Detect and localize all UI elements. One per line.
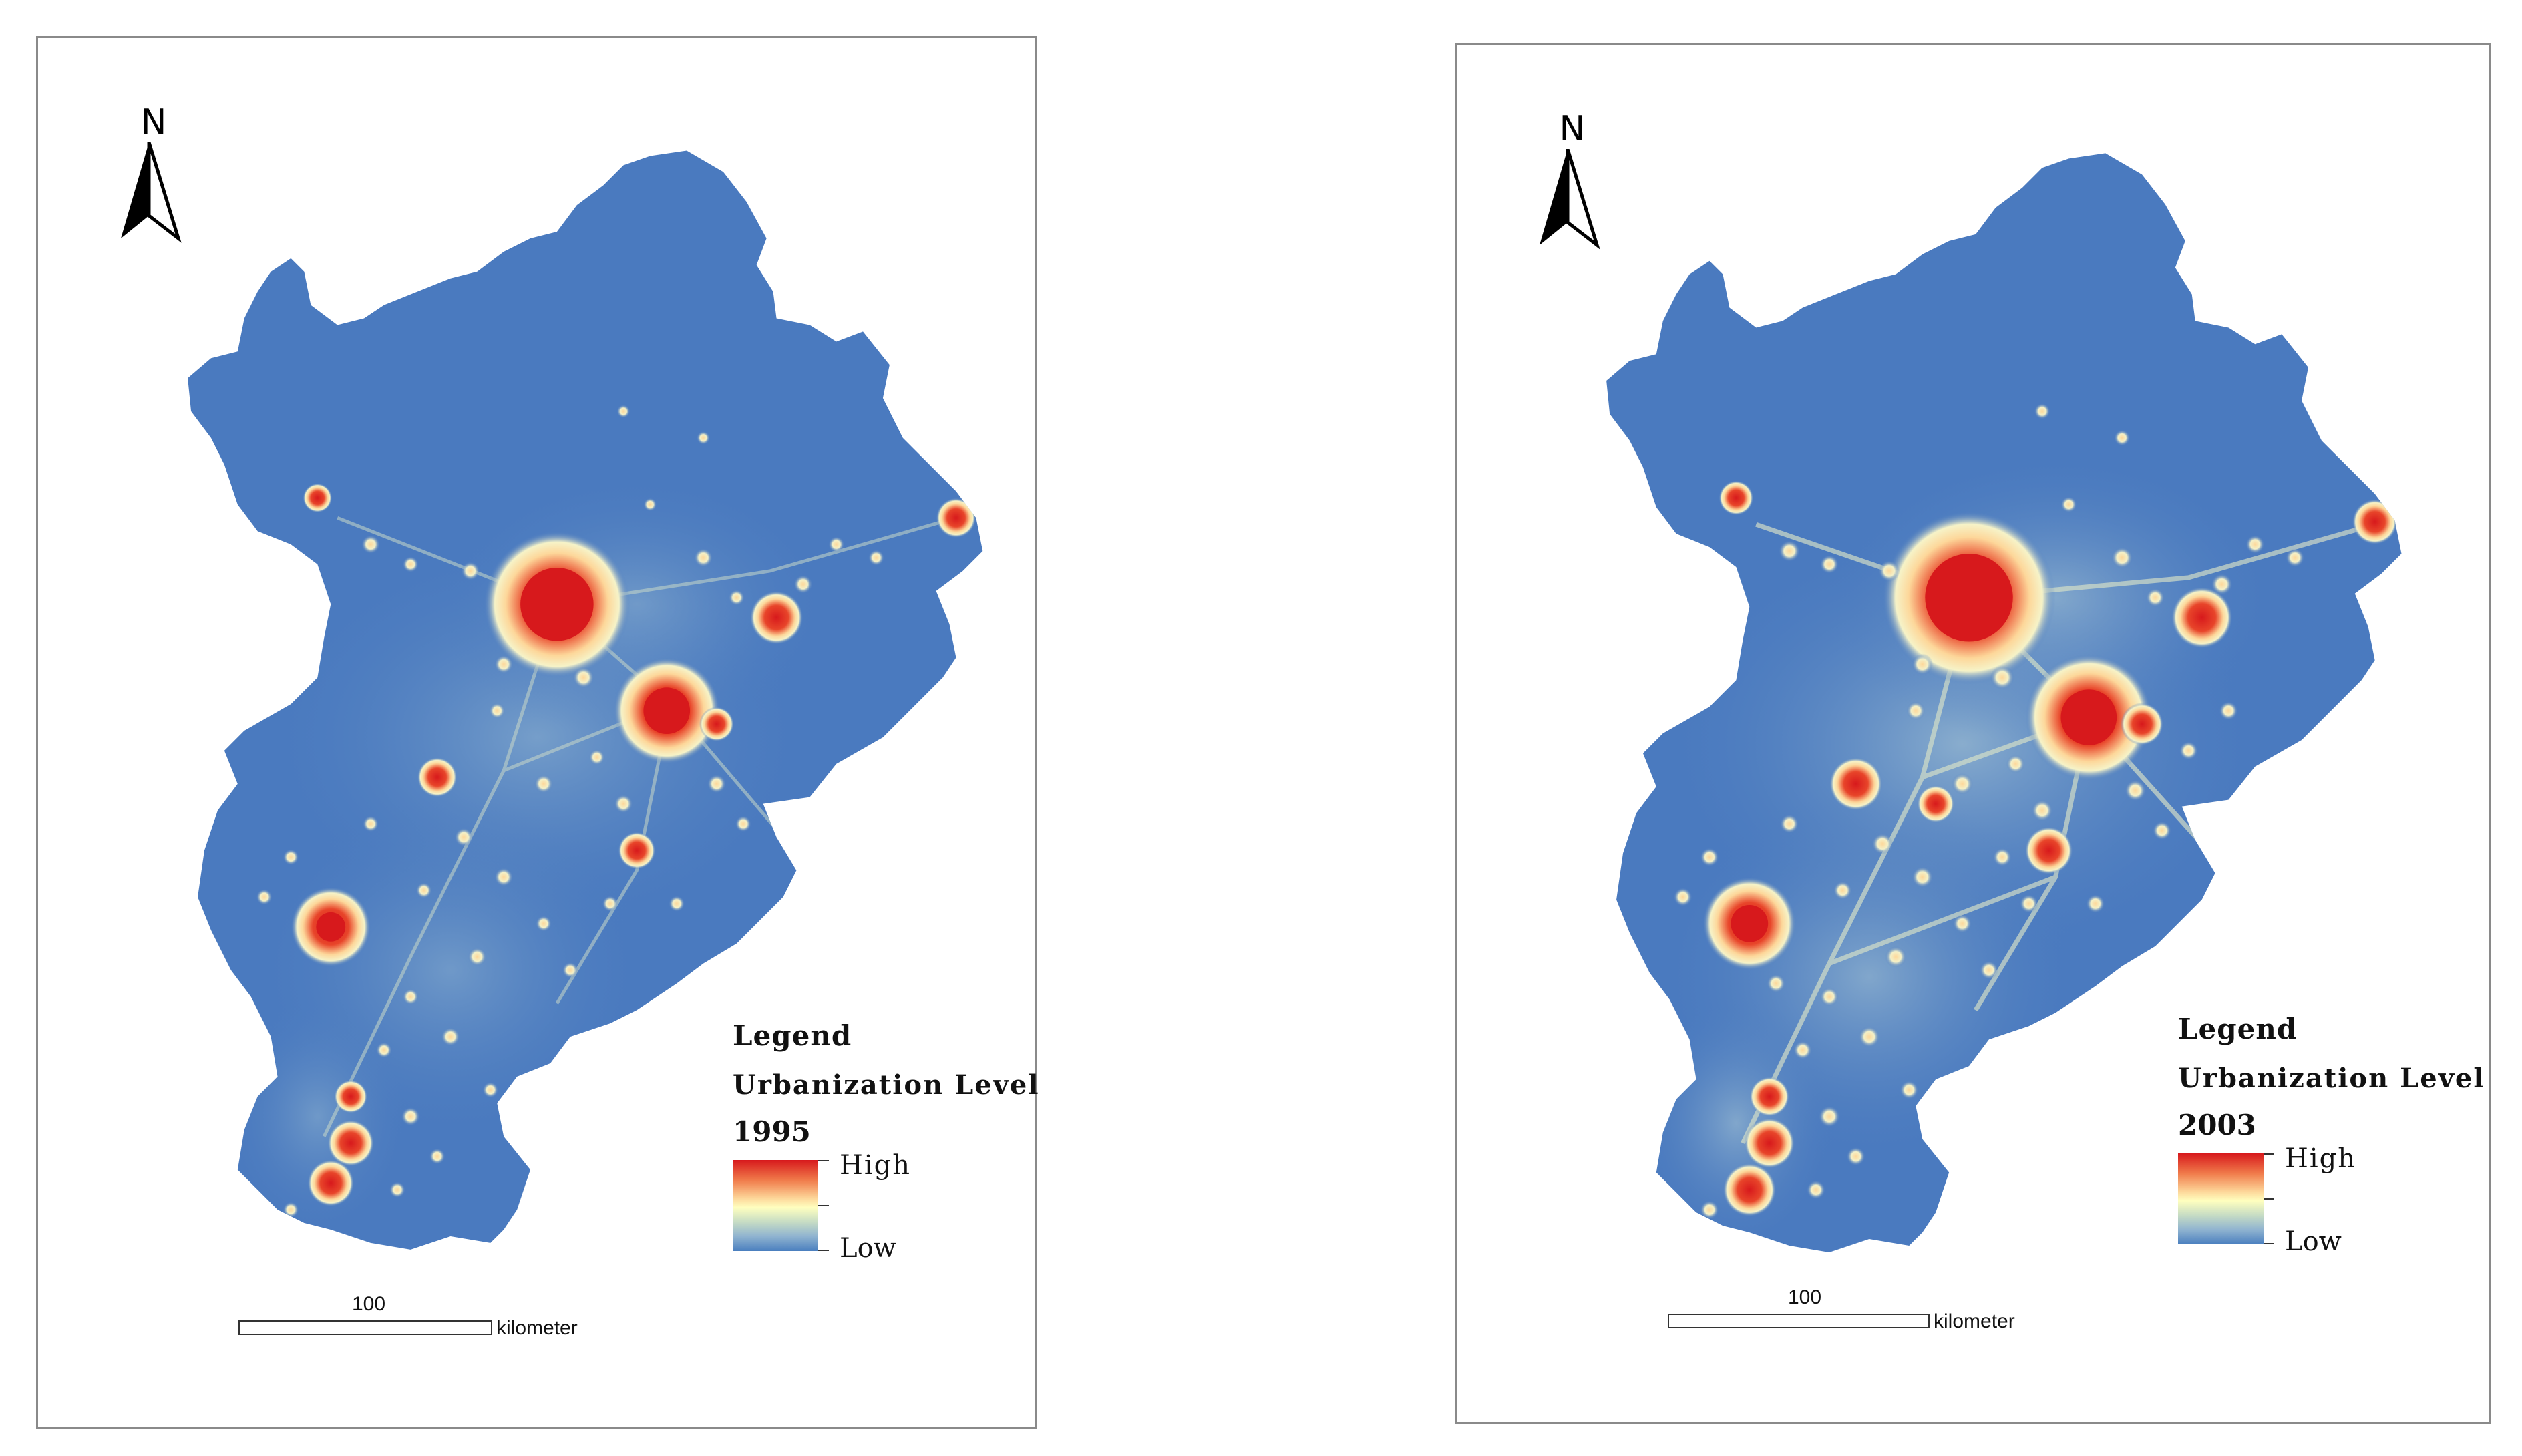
legend-low-label: Low [840, 1233, 896, 1264]
legend-1995: Legend Urbanization Level 1995 High Low [733, 1019, 1040, 1263]
legend-subtitle: Urbanization Level [733, 1069, 1040, 1101]
legend-high-label: High [840, 1150, 912, 1181]
scale-unit: kilometer [1934, 1310, 2015, 1332]
north-label: N [140, 102, 167, 142]
legend-year: 2003 [2178, 1109, 2256, 1141]
legend-subtitle: Urbanization Level [2178, 1063, 2485, 1094]
legend-low-label: Low [2285, 1226, 2342, 1257]
scale-value: 100 [1788, 1286, 1822, 1308]
legend-high-label: High [2285, 1143, 2357, 1174]
legend-title: Legend [733, 1019, 852, 1052]
legend-title: Legend [2178, 1013, 2298, 1045]
north-arrow: N [117, 105, 190, 258]
scale-unit: kilometer [496, 1317, 578, 1339]
legend-2003: Legend Urbanization Level 2003 High Low [2178, 1013, 2485, 1256]
scale-bar-2003: 100 kilometer [1668, 1287, 2042, 1347]
north-arrow-icon [121, 142, 182, 243]
north-label: N [1559, 109, 1586, 149]
scale-bar-1995: 100 kilometer [238, 1294, 586, 1354]
scale-value: 100 [352, 1293, 386, 1315]
scale-bar-graphic [1668, 1314, 1930, 1328]
scale-bar-graphic [238, 1320, 492, 1335]
urbanization-map-2003 [1606, 153, 2402, 1252]
legend-color-ramp: High Low [2178, 1144, 2485, 1256]
north-arrow-icon [1540, 149, 1600, 250]
legend-color-ramp: High Low [733, 1151, 1040, 1263]
color-ramp-bar [2178, 1153, 2264, 1244]
urbanization-map-1995 [188, 150, 983, 1250]
map-panel-2003: N Legend Urbanization Level 2003 High Lo… [1455, 43, 2491, 1424]
map-panel-1995: N Legend Urbanization Level 1995 High Lo… [36, 36, 1040, 1429]
north-arrow: N [1536, 112, 1609, 265]
legend-year: 1995 [733, 1115, 811, 1148]
color-ramp-bar [733, 1160, 818, 1251]
